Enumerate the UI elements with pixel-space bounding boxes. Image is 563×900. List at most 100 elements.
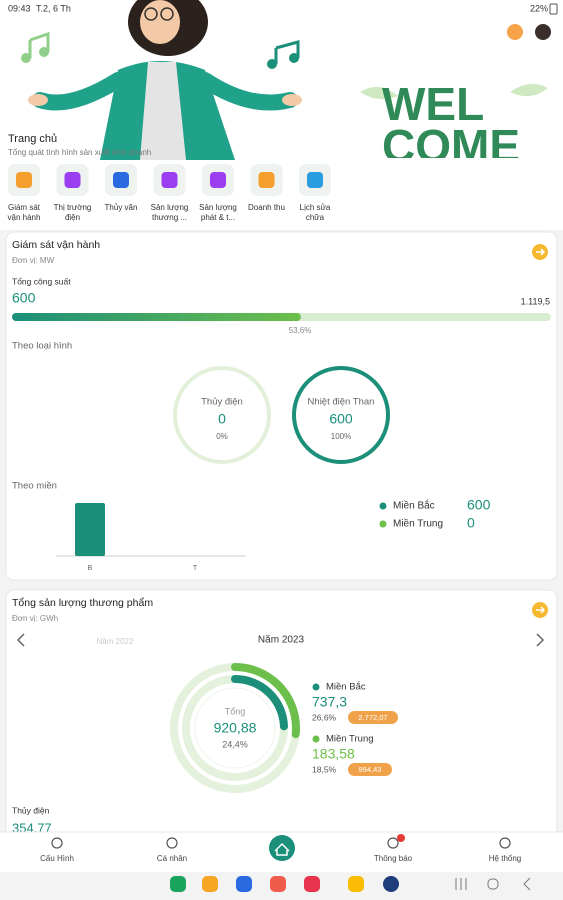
ring-track	[173, 366, 271, 464]
donut-arc	[182, 675, 288, 781]
menu-label: Lịch sửa	[300, 203, 331, 212]
menu-label: chữa	[306, 213, 325, 222]
menu-label: vận hành	[8, 213, 41, 222]
prev-year[interactable]: Năm 2022	[97, 637, 134, 646]
bar	[75, 503, 105, 556]
legend-value: 600	[467, 497, 491, 513]
nav-icon[interactable]	[166, 837, 178, 849]
total-label: Tổng	[225, 706, 246, 716]
year: Năm 2023	[258, 635, 305, 646]
menu-label: thương ...	[152, 213, 187, 222]
legend-dot	[312, 735, 320, 743]
menu-icon	[258, 172, 275, 188]
nav-badge	[397, 834, 405, 842]
ring-name: Nhiệt điện Than	[308, 397, 375, 408]
nav-icon[interactable]	[51, 837, 63, 849]
hydro-value: 354,77	[12, 820, 52, 835]
menu-icon	[64, 172, 81, 188]
legend-name: Miền Trung	[393, 518, 443, 530]
legend-dot	[379, 502, 387, 510]
menu-label: Thủy văn	[105, 203, 138, 212]
menu-label: Giám sát	[8, 203, 41, 212]
notification-avatar[interactable]	[507, 24, 523, 40]
ring-value: 0	[218, 411, 226, 427]
progress-fill	[12, 313, 301, 321]
menu-icon	[210, 172, 226, 188]
nav-label[interactable]: Cá nhân	[157, 854, 187, 863]
ring-share: 100%	[331, 432, 351, 441]
next-button[interactable]	[536, 633, 545, 647]
section-label: Theo miền	[12, 481, 57, 492]
badge-text: 994,43	[359, 765, 382, 774]
progress	[12, 313, 301, 321]
card-unit: Đơn vị: GWh	[12, 614, 58, 623]
menu-label: điện	[65, 213, 80, 222]
ring-share: 0%	[216, 432, 228, 441]
nav-items: Cấu Hình Cá nhân Thông báo Hệ thống	[40, 834, 521, 863]
nav-icon[interactable]	[387, 837, 399, 849]
badge	[348, 711, 398, 724]
nav-label[interactable]: Cấu Hình	[40, 854, 74, 863]
donut-inner	[194, 687, 276, 769]
ring-arc	[292, 366, 390, 464]
status-battery: 22%	[530, 3, 548, 13]
prev-button[interactable]	[16, 633, 25, 647]
total-share: 24,4%	[222, 739, 248, 749]
illustration	[21, 0, 302, 160]
legend-share: 18,5%	[312, 764, 337, 774]
menu-label: Doanh thu	[248, 203, 285, 212]
legend-dot	[379, 520, 387, 528]
legend-share: 26,6%	[312, 712, 337, 722]
menu-icon	[307, 172, 323, 188]
legend-value: 737,3	[312, 694, 347, 710]
banner-text: COME	[382, 120, 520, 172]
menu-label: Sản lượng	[151, 203, 189, 212]
section-label: Theo loại hình	[12, 341, 72, 352]
capacity-max: 1.119,5	[521, 296, 550, 306]
nav-label[interactable]: Hệ thống	[489, 854, 521, 863]
capacity-value: 600	[12, 290, 36, 306]
card-title: Tổng sản lượng thương phẩm	[12, 597, 153, 609]
label: Tổng công suất	[12, 276, 71, 286]
legend-value: 0	[467, 515, 475, 531]
ring-value: 600	[329, 411, 353, 427]
progress-label: 53,6%	[289, 326, 312, 335]
card-content: Tổng sản lượng thương phẩm Đơn vị: GWh N…	[12, 597, 548, 835]
page-subtitle: Tổng quát tình hình sản xuất kinh doanh	[8, 148, 151, 157]
nav-label[interactable]: Thông báo	[374, 854, 413, 863]
status-date: T.2, 6 Th	[36, 3, 71, 13]
home-icon	[274, 842, 290, 856]
legend-name: Miền Bắc	[326, 682, 366, 693]
nav-icon[interactable]	[499, 837, 511, 849]
menu-icon	[113, 172, 129, 188]
home-button[interactable]	[269, 835, 295, 861]
x-tick-label: B	[88, 565, 93, 572]
x-tick-label: T	[193, 565, 198, 572]
ring-name: Thủy điện	[201, 397, 243, 408]
menu-label: Thị trường	[54, 203, 92, 212]
card-unit: Đơn vị: MW	[12, 256, 55, 265]
status-time: 09:43	[8, 3, 31, 13]
legend-name: Miền Trung	[326, 734, 374, 745]
dock	[170, 876, 531, 892]
menu-label: phát & t...	[201, 213, 235, 222]
badge-text: 2.772,07	[358, 713, 387, 722]
banner: WEL COME	[360, 78, 548, 172]
menu-icon	[161, 172, 178, 188]
label: Thủy điện	[12, 805, 50, 815]
legend-value: 183,58	[312, 746, 355, 762]
donut-arc	[170, 663, 300, 793]
banner-text: WEL	[382, 78, 484, 130]
user-avatar[interactable]	[535, 24, 551, 40]
arrow-icon	[536, 606, 546, 614]
battery-icon	[549, 3, 558, 15]
arrow-icon	[536, 248, 546, 256]
badge	[348, 763, 392, 776]
menu-icon	[16, 172, 32, 188]
legend-dot	[312, 683, 320, 691]
total-value: 920,88	[214, 720, 257, 736]
